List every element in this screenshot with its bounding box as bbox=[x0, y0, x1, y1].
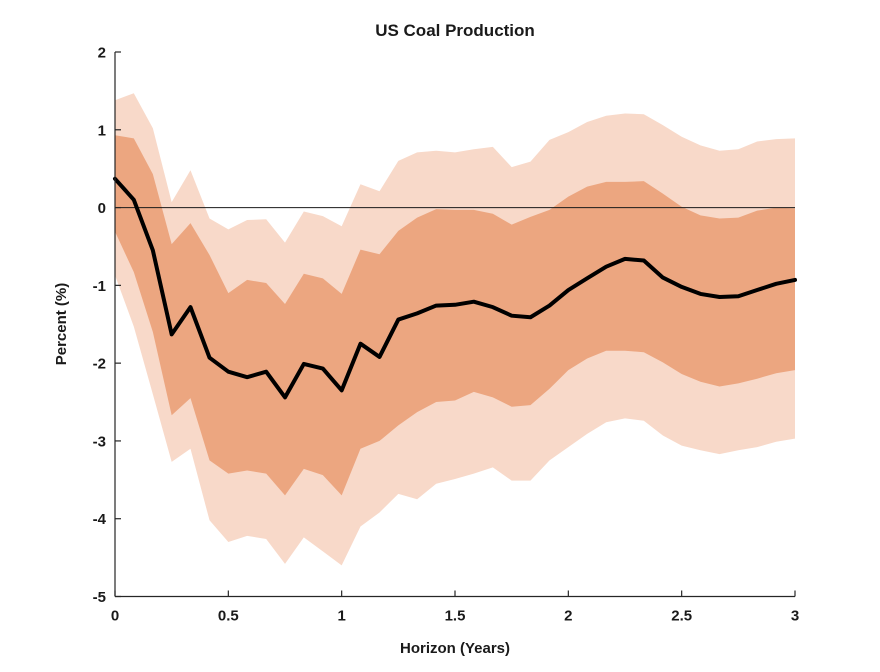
x-axis-label: Horizon (Years) bbox=[400, 640, 510, 657]
y-tick-label: -1 bbox=[93, 278, 106, 295]
y-tick-label: 1 bbox=[98, 122, 106, 139]
y-axis-label: Percent (%) bbox=[53, 283, 70, 366]
axes: 0 0.5 1 1.5 2 2.5 3 2 1 0 -1 -2 -3 -4 -5 bbox=[93, 45, 800, 625]
y-tick-label: -4 bbox=[93, 511, 107, 528]
x-tick-label: 2.5 bbox=[671, 608, 692, 625]
x-tick-label: 0.5 bbox=[218, 608, 239, 625]
confidence-bands bbox=[115, 93, 795, 566]
y-tick-label: 0 bbox=[98, 200, 106, 217]
y-tick-label: -3 bbox=[93, 433, 106, 450]
y-tick-label: -2 bbox=[93, 356, 106, 373]
x-tick-label: 1.5 bbox=[445, 608, 466, 625]
impulse-response-line bbox=[113, 176, 797, 400]
y-tick-label: 2 bbox=[98, 45, 106, 62]
inner-confidence-band bbox=[115, 135, 795, 496]
y-tick-label: -5 bbox=[93, 589, 106, 606]
chart-title: US Coal Production bbox=[375, 21, 535, 40]
point-estimate bbox=[113, 176, 797, 400]
x-tick-label: 3 bbox=[791, 608, 799, 625]
x-tick-label: 0 bbox=[111, 608, 119, 625]
x-tick-label: 2 bbox=[564, 608, 572, 625]
x-tick-label: 1 bbox=[337, 608, 345, 625]
